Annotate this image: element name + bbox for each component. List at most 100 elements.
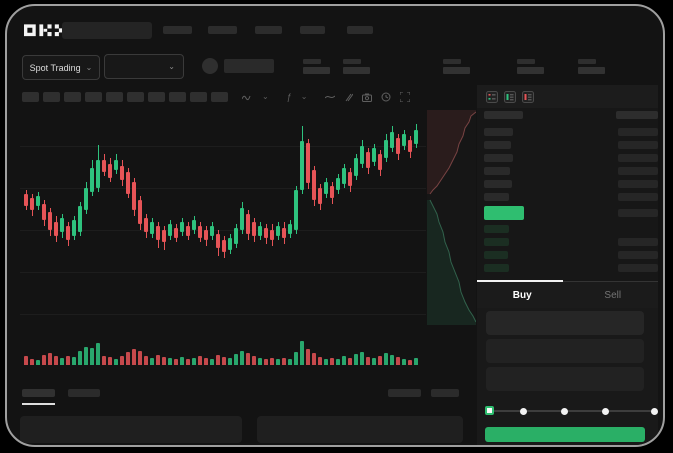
slider-stop-dot[interactable] xyxy=(650,407,658,415)
candle-body xyxy=(312,170,316,200)
orderbook-toolbar xyxy=(477,85,658,108)
ask-row-placeholder[interactable] xyxy=(484,128,513,136)
nav-item-placeholder[interactable] xyxy=(208,26,237,34)
timeframe-button-placeholder[interactable] xyxy=(169,92,186,102)
tab-buy-label: Buy xyxy=(512,289,532,301)
nav-item-placeholder[interactable] xyxy=(255,26,282,34)
slider-handle[interactable] xyxy=(485,406,494,415)
bottom-action-placeholder[interactable] xyxy=(388,389,421,397)
volume-bar xyxy=(186,359,190,365)
nav-item-placeholder[interactable] xyxy=(347,26,373,34)
ask-row-placeholder[interactable] xyxy=(484,193,509,201)
chevron-down-icon: ⌄ xyxy=(168,61,175,71)
candle-body xyxy=(234,228,238,244)
bottom-tab-order-history[interactable] xyxy=(68,389,100,397)
ask-row-placeholder[interactable] xyxy=(484,167,510,175)
candle-body xyxy=(108,164,112,178)
candle-style-icon[interactable] xyxy=(242,93,253,102)
volume-bar xyxy=(264,359,268,365)
line-tool-icon[interactable] xyxy=(325,93,336,101)
candle-body xyxy=(66,226,70,240)
bid-size-placeholder xyxy=(618,264,658,272)
market-type-dropdown[interactable]: Spot Trading ⌄ xyxy=(22,55,100,80)
candle-body xyxy=(378,154,382,170)
bid-row-placeholder[interactable] xyxy=(484,238,509,246)
ask-row-placeholder[interactable] xyxy=(484,141,511,149)
candle-body xyxy=(102,160,106,172)
timeframe-button-placeholder[interactable] xyxy=(190,92,207,102)
chevron-down-icon[interactable]: ⌄ xyxy=(262,92,269,101)
volume-bar xyxy=(306,349,310,365)
volume-bar xyxy=(150,358,154,365)
total-input-placeholder[interactable] xyxy=(486,367,644,391)
bid-row-placeholder[interactable] xyxy=(484,225,509,233)
volume-bar xyxy=(372,358,376,365)
slider-track[interactable] xyxy=(489,410,655,412)
volume-bar xyxy=(252,356,256,365)
candle-body xyxy=(390,132,394,148)
bottom-tab-open-orders[interactable] xyxy=(22,389,55,397)
book-split-view-icon[interactable] xyxy=(486,90,498,103)
candle-body xyxy=(306,143,310,183)
buy-submit-button[interactable] xyxy=(485,427,645,442)
nav-item-placeholder[interactable] xyxy=(300,26,325,34)
candle-body xyxy=(48,212,52,230)
fullscreen-icon[interactable] xyxy=(400,92,411,102)
book-header-placeholder xyxy=(484,111,523,119)
volume-bar xyxy=(72,357,76,365)
volume-bar xyxy=(234,354,238,365)
bid-row-placeholder[interactable] xyxy=(484,264,509,272)
candle-body xyxy=(150,222,154,234)
bid-row-placeholder[interactable] xyxy=(484,251,508,259)
volume-bar xyxy=(282,358,286,365)
timeframe-button-placeholder[interactable] xyxy=(85,92,102,102)
bottom-action-placeholder[interactable] xyxy=(431,389,459,397)
indicator-icon[interactable]: ƒ xyxy=(286,92,292,102)
timeframe-button-placeholder[interactable] xyxy=(211,92,228,102)
volume-bar xyxy=(24,356,28,365)
pair-selector-dropdown[interactable]: ⌄ xyxy=(104,54,184,79)
ask-row-placeholder[interactable] xyxy=(484,180,512,188)
nav-item-placeholder[interactable] xyxy=(163,26,192,34)
timeframe-button-placeholder[interactable] xyxy=(148,92,165,102)
candle-body xyxy=(402,134,406,146)
pair-search-placeholder[interactable] xyxy=(62,22,152,39)
screenshot-icon[interactable] xyxy=(362,93,373,102)
tab-sell[interactable]: Sell xyxy=(568,282,659,308)
ask-size-placeholder xyxy=(618,141,658,149)
stat-value-placeholder xyxy=(517,67,544,74)
volume-bar xyxy=(384,353,388,365)
volume-bar xyxy=(216,355,220,365)
candlestick-chart[interactable] xyxy=(20,110,426,332)
timeframe-button-placeholder[interactable] xyxy=(64,92,81,102)
candle-body xyxy=(318,188,322,204)
volume-bar xyxy=(390,355,394,365)
slider-stop-dot[interactable] xyxy=(560,407,568,415)
timeframe-button-placeholder[interactable] xyxy=(22,92,39,102)
candle-body xyxy=(162,230,166,242)
amount-slider[interactable] xyxy=(483,403,661,419)
candle-body xyxy=(168,224,172,236)
draw-tool-icon[interactable] xyxy=(344,93,354,102)
last-price-badge[interactable] xyxy=(484,206,524,220)
price-input-placeholder[interactable] xyxy=(486,311,644,335)
stat-label-placeholder xyxy=(443,59,461,64)
slider-stop-dot[interactable] xyxy=(519,407,527,415)
depth-chart[interactable] xyxy=(427,110,477,325)
book-asks-view-icon[interactable] xyxy=(522,90,534,103)
slider-stop-dot[interactable] xyxy=(601,407,609,415)
timeframe-button-placeholder[interactable] xyxy=(43,92,60,102)
book-bids-view-icon[interactable] xyxy=(504,90,516,103)
volume-chart xyxy=(20,338,426,365)
ask-row-placeholder[interactable] xyxy=(484,154,513,162)
tab-buy[interactable]: Buy xyxy=(477,282,568,308)
volume-bar xyxy=(366,357,370,365)
history-icon[interactable] xyxy=(381,92,391,102)
amount-input-placeholder[interactable] xyxy=(486,339,644,363)
timeframe-button-placeholder[interactable] xyxy=(127,92,144,102)
candle-body xyxy=(342,168,346,184)
timeframe-button-placeholder[interactable] xyxy=(106,92,123,102)
candle-body xyxy=(348,172,352,186)
candle-body xyxy=(138,200,142,224)
chevron-down-icon[interactable]: ⌄ xyxy=(300,92,308,101)
